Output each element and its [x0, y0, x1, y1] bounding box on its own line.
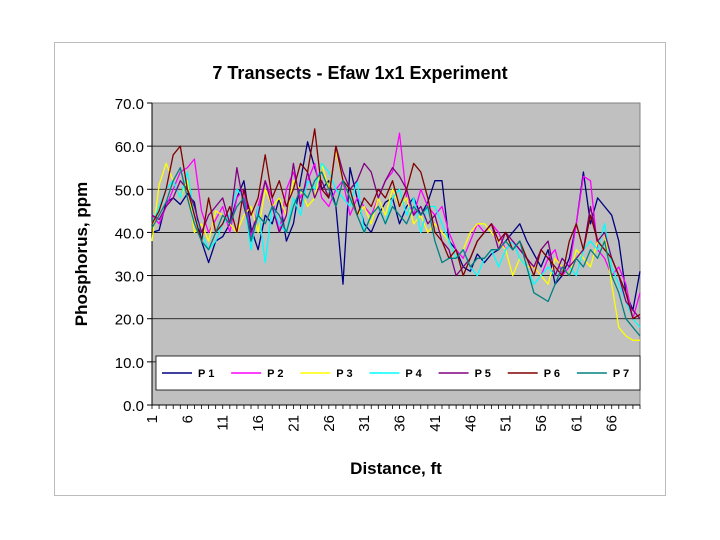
series-line-p5	[151, 145, 641, 320]
x-tick-label: 46	[462, 415, 479, 432]
y-tick-label: 40.0	[115, 225, 144, 242]
y-tick-label: 10.0	[115, 355, 144, 372]
x-tick-label: 6	[179, 415, 196, 423]
x-tick-label: 51	[498, 415, 515, 432]
chart-title: 7 Transects - Efaw 1x1 Experiment	[212, 63, 507, 83]
y-axis-ticks: 0.0 10.0 20.0 30.0 40.0 50.0 60.0 70.0	[115, 96, 152, 415]
x-tick-label: 66	[604, 415, 621, 432]
x-tick-label: 16	[250, 415, 267, 432]
legend-label: P 5	[475, 368, 491, 380]
x-axis-title: Distance, ft	[350, 459, 442, 478]
legend-label: P 6	[544, 368, 560, 380]
series-lines	[151, 128, 641, 341]
y-tick-label: 0.0	[123, 398, 144, 415]
series-line-p6	[151, 128, 641, 320]
x-axis-ticks: 1 6 11 16 21 26 31 36 41 46 51 56 61 66	[144, 103, 641, 432]
x-tick-label: 21	[285, 415, 302, 432]
y-tick-label: 50.0	[115, 182, 144, 199]
y-tick-label: 70.0	[115, 96, 144, 113]
x-tick-label: 41	[427, 415, 444, 432]
x-tick-label: 56	[533, 415, 550, 432]
series-line-p3	[151, 149, 640, 341]
y-tick-label: 60.0	[115, 139, 144, 156]
legend-label: P 4	[405, 368, 422, 380]
y-axis-title: Phosphorus, ppm	[72, 182, 91, 327]
y-tick-label: 20.0	[115, 312, 144, 329]
x-tick-label: 26	[321, 415, 338, 432]
y-tick-label: 30.0	[115, 269, 144, 286]
legend-label: P 1	[198, 368, 214, 380]
x-tick-label: 11	[215, 415, 232, 431]
legend-label: P 2	[267, 368, 283, 380]
series-line-p7	[151, 167, 641, 337]
x-tick-label: 36	[392, 415, 409, 432]
legend-label: P 3	[336, 368, 352, 380]
x-tick-label: 31	[356, 415, 373, 432]
x-tick-label: 1	[144, 415, 161, 423]
legend: P 1 P 2 P 3 P 4 P 5 P 6 P 7	[155, 355, 641, 391]
x-tick-label: 61	[568, 415, 585, 432]
legend-label: P 7	[613, 368, 629, 380]
